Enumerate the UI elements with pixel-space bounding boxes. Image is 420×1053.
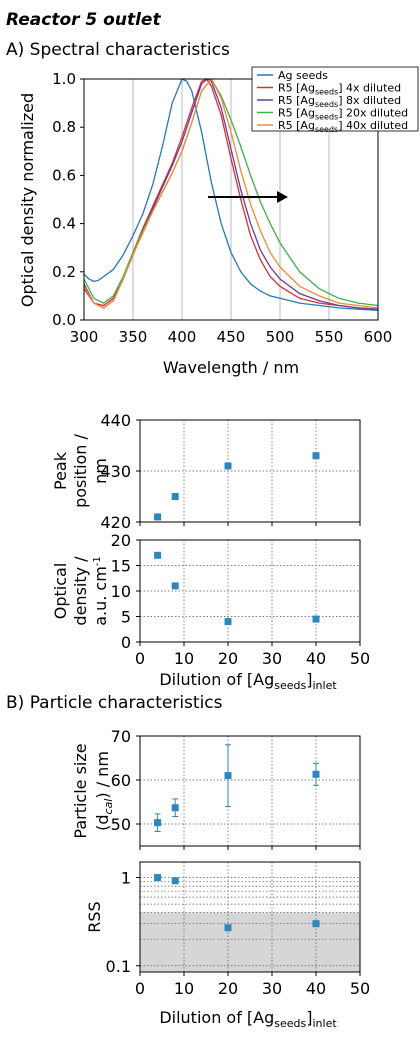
spectrum-x-tick-label: 400	[168, 328, 197, 346]
y-tick-label: 60	[111, 771, 131, 790]
spectrum-y-tick-label: 1.0	[52, 70, 76, 88]
y-tick-label: 0.1	[106, 957, 131, 976]
x-tick-label: 10	[174, 979, 194, 998]
spectrum-x-tick-label: 550	[315, 328, 344, 346]
y-tick-label: 1	[121, 869, 131, 888]
x-tick-label: 10	[174, 649, 194, 668]
legend-entry: R5 [Agseeds] 40x diluted	[278, 119, 408, 134]
legend-entry: Ag seeds	[278, 69, 328, 82]
spectrum-plot-frame	[83, 78, 379, 321]
y-tick-label: 10	[111, 582, 131, 601]
rss-chart: 0.110 10 20 30 40 50 RSS Dilution of [Agseeds…	[85, 861, 370, 1030]
spectrum-ticks: 300 350 400 450 500 550 600 0.0 0.2 0.4 0.6 0.8 1.0	[52, 70, 392, 346]
peak-y-label-line-3: nm	[91, 458, 110, 484]
od-y-label-line-3: a.u. cm-1	[91, 556, 110, 626]
x-tick-label: 0	[135, 979, 145, 998]
data-point	[171, 582, 179, 590]
od-x-axis-label: Dilution of [Agseeds]inlet	[159, 670, 337, 692]
rss-x-axis-label: Dilution of [Agseeds]inlet	[159, 1008, 337, 1030]
y-tick-label: 70	[111, 727, 131, 746]
spectrum-x-axis-label: Wavelength / nm	[163, 358, 299, 377]
y-tick-label: 50	[111, 815, 131, 834]
data-point	[154, 513, 162, 521]
y-tick-label: 430	[100, 462, 131, 481]
legend-entry: R5 [Agseeds] 8x diluted	[278, 94, 401, 109]
od-y-label-line-2: density /	[71, 556, 90, 626]
page-title: Reactor 5 outlet	[6, 10, 161, 30]
data-point	[224, 924, 232, 932]
size-y-label-line-1: Particle size	[71, 743, 90, 838]
y-tick-label: 5	[121, 608, 131, 627]
spectrum-x-tick-label: 500	[266, 328, 295, 346]
spectrum-chart: 300 350 400 450 500 550 6000.00.20.40.60.81.0 …	[18, 66, 419, 377]
data-point	[171, 804, 179, 812]
size-y-label-line-2: (dcal) / nm	[93, 751, 115, 831]
legend-entry: R5 [Agseeds] 4x diluted	[278, 82, 401, 97]
x-tick-label: 50	[350, 979, 370, 998]
section-a-label: A) Spectral characteristics	[6, 40, 230, 60]
spectrum-x-tick-label: 450	[217, 328, 246, 346]
data-point	[154, 551, 162, 559]
x-tick-label: 30	[262, 979, 282, 998]
data-point	[312, 452, 320, 460]
y-tick-label: 0	[121, 633, 131, 652]
y-tick-label: 440	[100, 411, 131, 430]
optical-density-chart: 0 5 10 15 20 0 10 20 30 40 50 Optical density / a.…	[51, 531, 370, 692]
acceptance-band	[140, 912, 360, 972]
spectrum-x-tick-label: 300	[70, 328, 99, 346]
data-point	[171, 493, 179, 500]
x-tick-label: 40	[306, 979, 326, 998]
data-point	[312, 920, 320, 928]
data-point	[224, 462, 232, 470]
data-point	[154, 819, 162, 827]
data-point	[224, 772, 232, 780]
od-y-label-line-1: Optical	[51, 563, 70, 620]
legend-entry: R5 [Agseeds] 20x diluted	[278, 107, 408, 122]
data-point	[224, 618, 232, 626]
spectrum-y-tick-label: 0.4	[52, 215, 76, 233]
spectrum-y-tick-label: 0.2	[52, 263, 76, 281]
y-tick-label: 420	[100, 513, 131, 532]
shift-arrow-head	[277, 191, 288, 203]
data-point	[312, 770, 320, 778]
spectrum-x-tick-label: 600	[364, 328, 393, 346]
x-tick-label: 40	[306, 649, 326, 668]
spectrum-series-line	[83, 78, 379, 312]
data-point	[154, 874, 162, 882]
peak-position-chart: 420 430 440 Peak position / nm	[51, 411, 361, 532]
x-tick-label: 0	[135, 649, 145, 668]
data-point	[312, 615, 320, 623]
data-point	[171, 877, 179, 885]
spectrum-y-tick-label: 0.6	[52, 166, 76, 184]
particle-size-chart: 50 60 70 Particle size (dcal) / nm	[71, 727, 361, 850]
x-tick-label: 20	[218, 979, 238, 998]
spectrum-y-tick-label: 0.0	[52, 311, 76, 329]
y-tick-label: 15	[111, 557, 131, 576]
y-tick-label: 20	[111, 531, 131, 550]
peak-y-label-line-2: position /	[71, 433, 90, 507]
size-plot-frame	[139, 735, 361, 847]
spectrum-x-tick-label: 350	[119, 328, 148, 346]
x-tick-label: 30	[262, 649, 282, 668]
rss-plot-frame	[139, 861, 361, 973]
spectrum-y-tick-label: 0.8	[52, 118, 76, 136]
x-tick-label: 20	[218, 649, 238, 668]
peak-y-label-line-1: Peak	[51, 451, 70, 490]
section-b-label: B) Particle characteristics	[6, 693, 223, 713]
rss-y-axis-label: RSS	[85, 901, 104, 932]
spectrum-y-axis-label: Optical density normalized	[18, 93, 37, 307]
spectrum-series-line	[83, 77, 379, 309]
legend-box	[251, 66, 419, 132]
x-tick-label: 50	[350, 649, 370, 668]
